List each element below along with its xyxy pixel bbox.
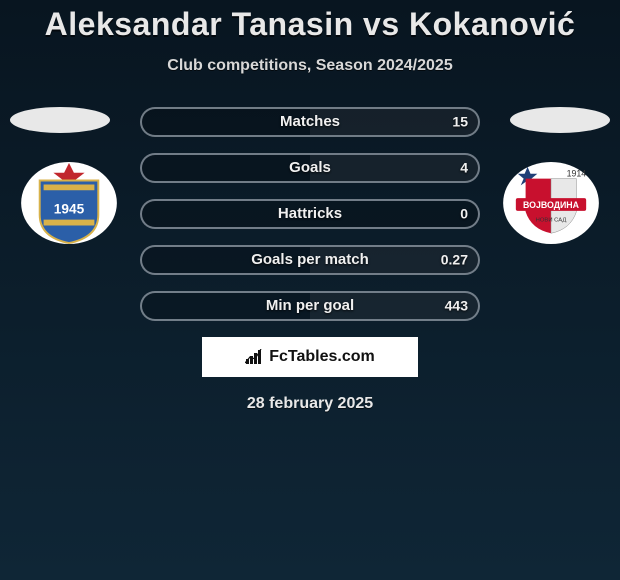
stat-bar: Goals 4 xyxy=(140,153,480,183)
page-title: Aleksandar Tanasin vs Kokanović xyxy=(0,0,620,43)
crest-right-banner-text: ВОЈВОДИНА xyxy=(523,200,580,210)
chart-icon xyxy=(245,349,265,365)
stat-bar: Goals per match 0.27 xyxy=(140,245,480,275)
brand-text: FcTables.com xyxy=(269,348,375,366)
stat-bar: Matches 15 xyxy=(140,107,480,137)
crest-right-year: 1914 xyxy=(567,169,587,179)
crest-right-subtext: НОВИ САД xyxy=(536,218,567,224)
club-crest-left: 1945 xyxy=(20,161,118,245)
stat-label: Matches xyxy=(280,113,340,130)
stat-value-right: 0 xyxy=(460,206,468,222)
player-pod-right xyxy=(510,107,610,133)
comparison-stage: 1945 1914 ВОЈВОДИНА НОВИ САД Matches 15 Go… xyxy=(0,107,620,321)
stat-value-right: 443 xyxy=(445,298,468,314)
stat-bars: Matches 15 Goals 4 Hattricks 0 Goals per match… xyxy=(140,107,480,321)
subtitle: Club competitions, Season 2024/2025 xyxy=(0,57,620,75)
stat-label: Hattricks xyxy=(278,205,342,222)
stat-value-right: 15 xyxy=(452,114,468,130)
brand-badge: FcTables.com xyxy=(202,337,418,377)
club-crest-right: 1914 ВОЈВОДИНА НОВИ САД xyxy=(502,161,600,245)
player-pod-left xyxy=(10,107,110,133)
stat-label: Goals xyxy=(289,159,331,176)
crest-left-year: 1945 xyxy=(54,202,85,217)
date-label: 28 february 2025 xyxy=(0,395,620,413)
stat-bar: Hattricks 0 xyxy=(140,199,480,229)
stat-bar: Min per goal 443 xyxy=(140,291,480,321)
stat-label: Min per goal xyxy=(266,297,354,314)
stat-label: Goals per match xyxy=(251,251,369,268)
stat-value-right: 0.27 xyxy=(441,252,468,268)
stat-value-right: 4 xyxy=(460,160,468,176)
